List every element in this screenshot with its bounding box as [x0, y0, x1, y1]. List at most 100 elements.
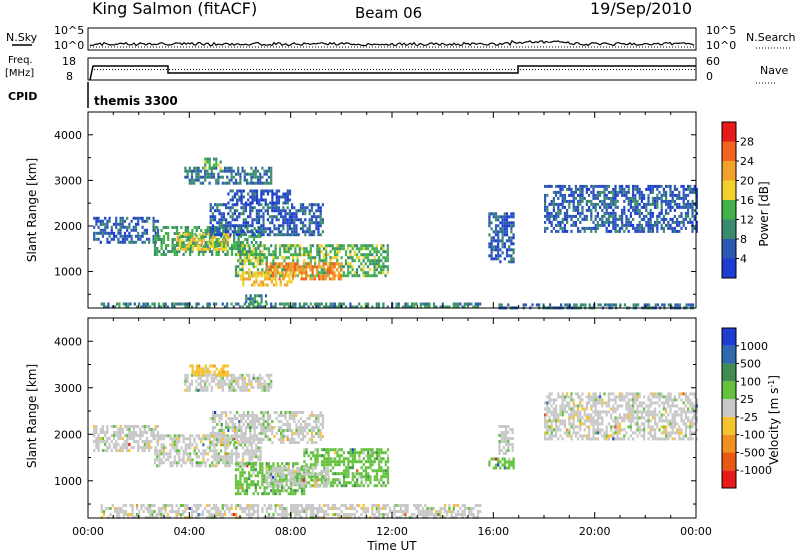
nave-dot — [616, 69, 617, 70]
data-cell — [377, 302, 381, 306]
data-cell — [152, 225, 155, 229]
nave-dot — [661, 69, 662, 70]
data-cell — [315, 265, 319, 269]
data-cell — [195, 434, 198, 438]
data-cell — [382, 457, 385, 461]
data-cell — [271, 209, 274, 213]
data-cell — [277, 429, 280, 432]
data-cell — [316, 253, 319, 257]
data-cell — [322, 253, 326, 257]
data-cell — [531, 303, 534, 307]
data-cell — [240, 426, 243, 429]
data-cell — [198, 238, 201, 242]
data-cell — [356, 484, 359, 488]
data-cell — [373, 484, 376, 488]
data-cell — [303, 492, 306, 496]
data-cell — [263, 181, 266, 185]
data-cell — [349, 460, 352, 464]
data-cell — [233, 446, 236, 450]
data-cell — [342, 247, 345, 251]
data-cell — [288, 411, 291, 414]
data-cell — [175, 244, 179, 247]
data-cell — [253, 274, 256, 278]
data-cell — [256, 483, 260, 487]
data-cell — [309, 259, 312, 263]
data-cell — [318, 271, 321, 275]
data-cell — [267, 268, 271, 272]
data-cell — [189, 238, 193, 242]
data-cell — [281, 256, 284, 260]
data-cell — [237, 302, 240, 306]
data-cell — [512, 236, 515, 240]
data-cell — [325, 460, 328, 464]
data-cell — [189, 247, 192, 250]
data-cell — [160, 305, 163, 309]
data-cell — [286, 230, 289, 234]
data-cell — [219, 437, 223, 441]
data-cell — [338, 448, 341, 452]
data-cell — [402, 305, 405, 309]
data-cell — [261, 382, 264, 386]
data-cell — [621, 220, 624, 224]
data-cell — [634, 226, 637, 230]
data-cell — [237, 464, 240, 468]
data-cell — [552, 214, 555, 218]
data-cell — [255, 417, 258, 420]
data-cell — [93, 449, 96, 452]
data-cell — [239, 268, 242, 272]
data-cell — [250, 178, 253, 182]
data-cell — [243, 477, 246, 481]
data-cell — [358, 265, 361, 269]
data-cell — [241, 379, 244, 383]
data-cell — [278, 472, 281, 476]
data-cell — [190, 178, 194, 182]
data-cell — [614, 226, 617, 230]
data-cell — [202, 434, 205, 438]
data-cell — [215, 253, 218, 256]
data-cell — [158, 458, 161, 462]
nave-dot — [295, 69, 296, 70]
data-cell — [320, 268, 323, 272]
data-cell — [314, 256, 317, 260]
data-cell — [243, 169, 246, 173]
data-cell — [691, 199, 694, 203]
data-cell — [636, 208, 639, 212]
data-cell — [256, 244, 260, 248]
data-cell — [193, 452, 196, 456]
data-cell — [303, 265, 306, 269]
data-cell — [242, 189, 245, 193]
data-cell — [260, 215, 263, 219]
data-cell — [291, 233, 294, 237]
data-cell — [99, 440, 102, 443]
data-cell — [199, 181, 202, 185]
data-cell — [254, 468, 257, 472]
data-cell — [243, 247, 246, 251]
data-cell — [294, 253, 297, 257]
data-cell — [579, 187, 582, 191]
data-cell — [678, 220, 681, 224]
nsearch-dot — [90, 46, 91, 48]
freq-label-top: Freq. — [8, 55, 33, 66]
data-cell — [501, 227, 504, 231]
nave-dot — [577, 69, 578, 70]
nsearch-dot — [261, 46, 262, 48]
data-cell — [249, 420, 252, 423]
data-cell — [276, 469, 279, 473]
nave-dot — [565, 69, 566, 70]
data-cell — [242, 411, 245, 414]
data-cell — [364, 302, 367, 306]
data-cell — [378, 457, 381, 461]
data-cell — [355, 268, 359, 272]
data-cell — [252, 468, 255, 472]
data-cell — [251, 218, 254, 222]
data-cell — [180, 226, 183, 229]
data-cell — [119, 222, 122, 226]
data-cell — [304, 435, 307, 438]
nsearch-dot — [225, 46, 226, 48]
data-cell — [649, 211, 652, 215]
data-cell — [386, 250, 389, 254]
data-cell — [667, 220, 670, 224]
data-cell — [267, 471, 271, 475]
data-cell — [204, 157, 207, 161]
data-cell — [278, 477, 282, 481]
